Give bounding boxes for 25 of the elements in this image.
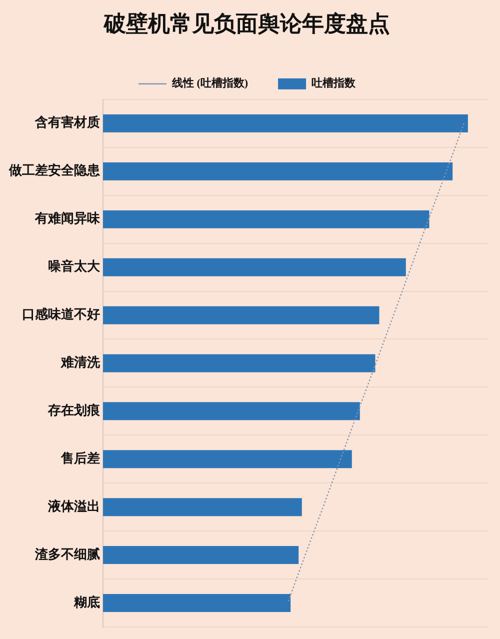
bar [103, 498, 302, 516]
chart-title: 破壁机常见负面舆论年度盘点 [103, 10, 390, 36]
y-tick-label: 难清洗 [60, 354, 101, 370]
y-tick-label: 存在划痕 [47, 402, 101, 418]
bar [103, 546, 299, 564]
y-tick-label: 噪音太大 [48, 258, 101, 274]
y-tick-label: 渣多不细腻 [34, 546, 100, 562]
y-tick-label: 液体溢出 [47, 498, 100, 514]
legend-label: 吐槽指数 [312, 76, 357, 90]
bar [103, 402, 360, 420]
y-tick-label: 糊底 [73, 594, 100, 610]
y-tick-label: 有难闻异味 [34, 210, 101, 226]
bar [103, 258, 406, 276]
bar [103, 594, 291, 612]
bar [103, 306, 380, 324]
bar [103, 210, 430, 228]
y-tick-label: 口感味道不好 [22, 306, 100, 322]
y-tick-label: 做工差安全隐患 [8, 162, 101, 178]
bar [103, 354, 376, 372]
legend-label: 线性 (吐槽指数) [170, 76, 248, 90]
bar [103, 450, 352, 468]
bar [103, 162, 453, 180]
y-tick-label: 售后差 [60, 450, 100, 466]
bar [103, 114, 468, 132]
y-tick-label: 含有害材质 [34, 114, 100, 130]
